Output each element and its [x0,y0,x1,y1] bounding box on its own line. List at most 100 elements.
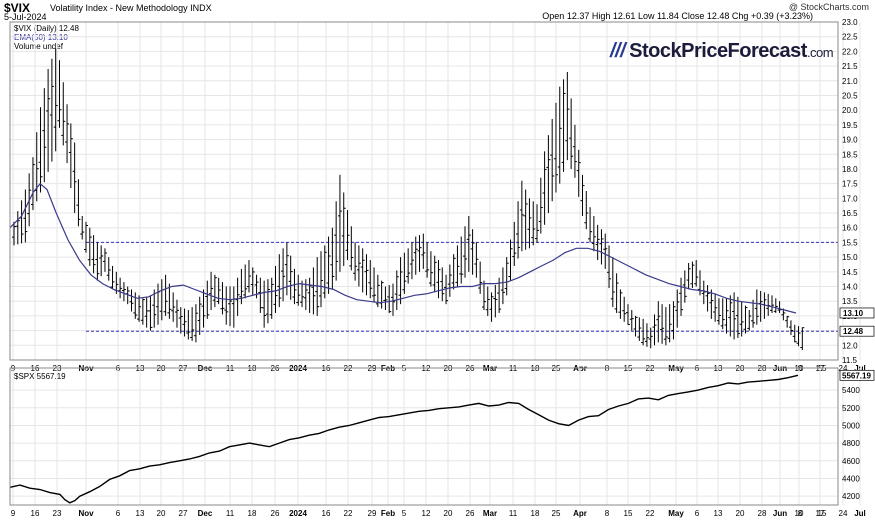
ohlc-bar [629,310,634,331]
spx-series [9,374,799,504]
spx-y-tick: 5000 [842,421,860,430]
spx-line [9,374,799,504]
spx-x-axis: 9 16 23 Nov 6 13 20 27 Dec 11 18 26 2024 16 22 29 Feb 5 12… [11,509,866,518]
ohlc-bar [428,251,433,287]
ohlc-bar [625,304,630,325]
ohlc-bar [307,277,312,313]
ohlc-bar [228,286,233,327]
ohlc-bar [23,189,28,243]
last-value-label: 13.10 [843,309,864,318]
ohlc-bar [599,229,604,265]
x-tick-label: 18 [248,509,257,518]
ohlc-bar [481,280,486,311]
ohlc-bar [459,236,464,284]
ohlc-bar [137,295,142,322]
ohlc-bar [72,142,77,214]
spx-y-tick: 4400 [842,474,860,483]
ohlc-bar [178,307,183,334]
ohlc-bar [235,277,240,316]
x-tick-label: Dec [198,509,213,518]
ohlc-bar [140,298,145,325]
spx-y-tick: 5400 [842,386,860,395]
ohlc-bar [368,260,373,299]
ohlc-bar [607,245,612,288]
ohlc-bar [489,292,494,322]
ohlc-bar [322,245,327,299]
x-tick-label: 28 [758,509,767,518]
high-value: 12.61 [612,11,636,21]
logo-brand: StockPriceForecast [629,40,807,62]
ohlc-bar [15,211,20,245]
x-tick-label: 29 [368,509,377,518]
ohlc-bar [553,102,558,193]
ohlc-bar [580,174,585,216]
vix-panel-frame [9,21,839,361]
ohlc-bar [91,235,96,274]
ema-line [9,182,797,314]
ohlc-bar [171,292,176,322]
ohlc-bar [686,263,691,290]
ohlc-bar [508,239,513,281]
vix-y-tick: 19.0 [842,136,858,145]
ohlc-bar [84,221,89,253]
x-tick-label: 11 [226,509,235,518]
ohlc-bar [470,229,475,275]
ema50-series [9,182,797,314]
ohlc-bar [516,201,521,259]
ohlc-bar [182,308,187,337]
ohlc-bar [281,248,286,302]
ohlc-bar [144,296,149,328]
ohlc-bar [622,296,627,322]
ohlc-bar [315,257,320,316]
ohlc-bar [531,201,536,246]
vix-y-tick: 20.0 [842,106,858,115]
ohlc-bar [754,289,759,325]
ohlc-bar [440,267,445,302]
ohlc-bar [296,274,301,306]
x-tick-label: 20 [157,509,166,518]
x-tick-label: 16 [322,509,331,518]
x-tick-label: 20 [736,509,745,518]
ohlc-bar [269,277,274,319]
vix-y-tick: 18.0 [842,165,858,174]
ohlc-bar [523,189,528,250]
ohlc-bar [485,286,490,316]
ohlc-bar [478,261,483,294]
ohlc-bar [364,254,369,296]
ohlc-bar [694,260,699,287]
ohlc-bar [682,270,687,303]
ohlc-bar [500,267,505,305]
x-tick-label: 12 [422,509,431,518]
ohlc-bar [735,296,740,338]
vix-y-tick: 18.5 [842,150,858,159]
x-tick-label: 16 [31,509,40,518]
ohlc-bar [451,254,456,290]
ohlc-bar [550,118,555,202]
vix-y-tick: 11.5 [842,356,858,365]
ohlc-bar [57,60,62,128]
x-tick-label: Nov [78,509,94,518]
ohlc-bar [265,279,270,324]
ohlc-bar [163,274,168,316]
vix-y-tick: 17.0 [842,194,858,203]
ohlc-bar [417,235,422,272]
x-tick-label: 27 [179,509,188,518]
ohlc-bar [156,283,161,325]
ohlc-bar [337,174,342,272]
spx-y-tick: 4800 [842,439,860,448]
ohlc-readout: Open 12.37 High 12.61 Low 11.84 Close 12… [542,11,813,21]
ohlc-bar [796,326,801,347]
ohlc-bar [152,289,157,328]
logo-domain: .com [806,45,834,60]
ohlc-bar [591,215,596,252]
ohlc-bar [432,255,437,293]
legend-spx: $SPX 5567.19 [14,372,66,381]
ohlc-bar [205,280,210,319]
x-tick-label: 26 [271,509,280,518]
x-tick-label: 6 [695,509,700,518]
ohlc-bar [95,242,100,281]
spx-panel-frame [9,367,839,506]
ohlc-bar [584,191,589,230]
x-tick-label: Jul [854,509,866,518]
ohlc-bar [80,215,85,240]
